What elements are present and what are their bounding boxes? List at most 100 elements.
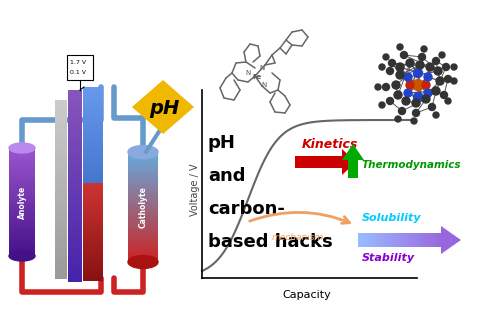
Text: N: N (259, 65, 264, 71)
Circle shape (395, 63, 403, 71)
Text: Catholyte: Catholyte (138, 186, 147, 228)
Text: Voltage / V: Voltage / V (189, 164, 199, 216)
Bar (408, 233, 411, 247)
Text: Capacity: Capacity (282, 290, 331, 300)
Bar (83, 226, 103, 227)
Bar (128, 208, 158, 210)
Bar (128, 191, 158, 192)
Bar (55, 256, 67, 259)
Bar (385, 233, 388, 247)
Bar (128, 188, 158, 190)
Bar (55, 204, 67, 207)
Bar (55, 169, 67, 172)
Bar (128, 166, 158, 168)
Bar (128, 182, 158, 184)
Circle shape (412, 110, 419, 117)
Bar (55, 138, 67, 141)
Bar (83, 212, 103, 214)
Bar (83, 107, 103, 109)
Bar (128, 257, 158, 259)
Circle shape (425, 63, 433, 71)
Circle shape (421, 81, 429, 89)
Bar (83, 232, 103, 233)
Bar (9, 164, 35, 166)
Bar (9, 205, 35, 207)
Bar (83, 163, 103, 164)
Ellipse shape (128, 256, 158, 269)
Circle shape (400, 52, 407, 59)
Bar (9, 232, 35, 234)
Bar (9, 160, 35, 162)
Bar (83, 146, 103, 148)
Bar (83, 182, 103, 184)
Bar (9, 237, 35, 239)
Bar (83, 253, 103, 255)
Bar (55, 265, 67, 268)
Bar (83, 195, 103, 197)
Circle shape (378, 64, 384, 70)
Bar (9, 229, 35, 231)
Bar (83, 196, 103, 198)
Bar (68, 262, 82, 265)
Bar (83, 136, 103, 138)
Bar (83, 116, 103, 118)
Bar (128, 232, 158, 234)
Circle shape (415, 61, 423, 69)
Bar (9, 209, 35, 211)
Bar (83, 177, 103, 179)
Circle shape (433, 67, 441, 75)
Bar (55, 120, 67, 123)
Bar (55, 102, 67, 105)
Bar (83, 236, 103, 238)
Bar (83, 208, 103, 210)
Bar (55, 118, 67, 121)
Bar (55, 100, 67, 103)
Bar (128, 228, 158, 230)
Bar (83, 218, 103, 220)
Bar (55, 149, 67, 152)
Bar (397, 233, 400, 247)
Bar (424, 233, 427, 247)
Bar (128, 243, 158, 245)
Bar (68, 240, 82, 243)
Bar (83, 188, 103, 190)
Bar (83, 105, 103, 107)
Bar (83, 216, 103, 217)
Bar (128, 178, 158, 180)
Bar (128, 197, 158, 199)
Bar (9, 255, 35, 257)
Bar (68, 147, 82, 150)
Circle shape (398, 108, 405, 114)
Bar (68, 140, 82, 143)
Bar (9, 225, 35, 227)
Bar (83, 213, 103, 215)
Bar (68, 107, 82, 110)
Bar (55, 253, 67, 256)
Bar (55, 193, 67, 196)
Bar (9, 201, 35, 202)
Bar (83, 219, 103, 221)
Bar (9, 240, 35, 242)
Bar (83, 183, 103, 185)
Bar (9, 152, 35, 154)
Bar (435, 233, 438, 247)
Bar (9, 172, 35, 174)
Bar (83, 166, 103, 168)
Bar (83, 133, 103, 134)
Bar (83, 97, 103, 98)
Bar (399, 233, 402, 247)
Bar (68, 186, 82, 189)
Bar (55, 191, 67, 194)
Bar (68, 152, 82, 155)
Bar (83, 94, 103, 96)
Bar (128, 155, 158, 157)
Bar (128, 224, 158, 226)
Bar (68, 121, 82, 124)
Bar (55, 207, 67, 210)
Bar (83, 156, 103, 157)
Bar (83, 173, 103, 175)
Bar (83, 88, 103, 90)
Bar (55, 178, 67, 181)
Bar (128, 226, 158, 228)
Bar (55, 116, 67, 118)
